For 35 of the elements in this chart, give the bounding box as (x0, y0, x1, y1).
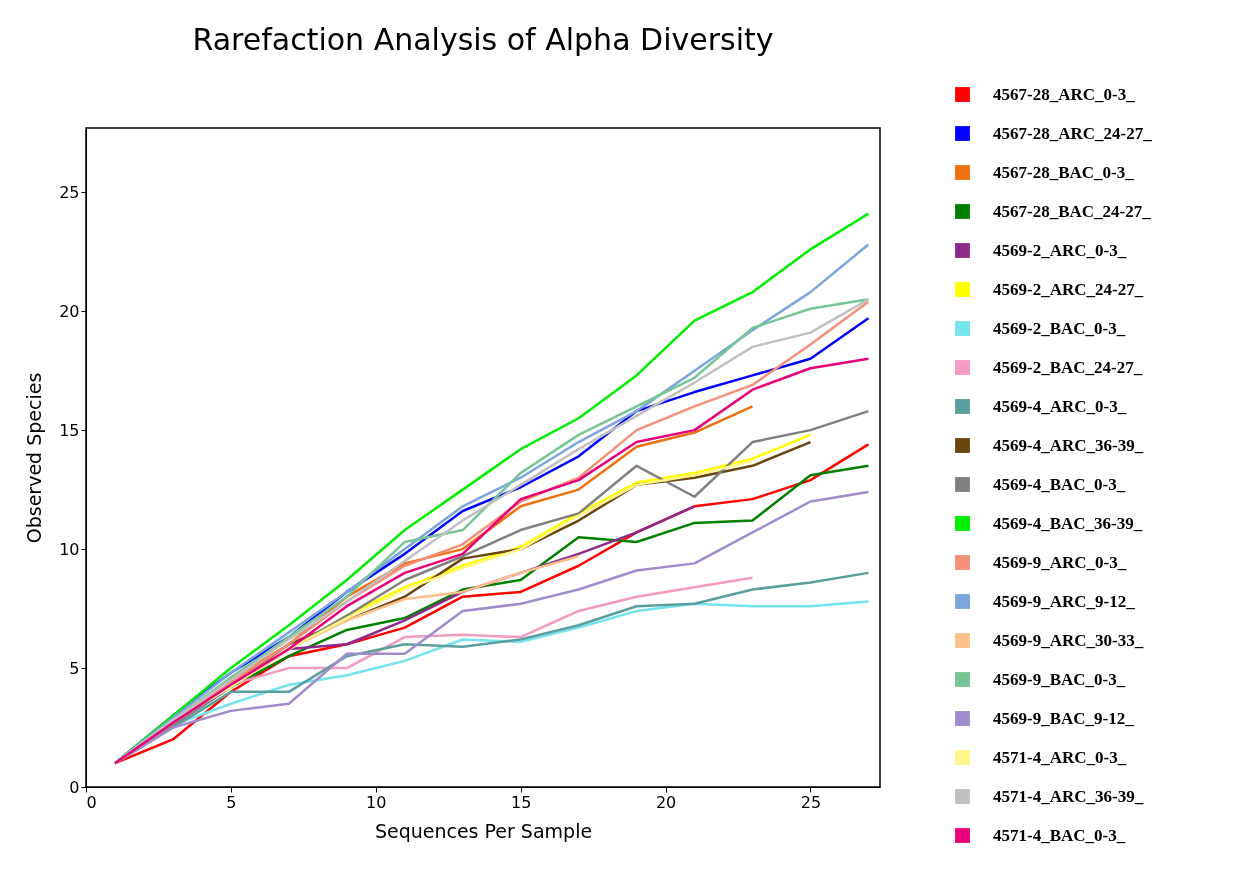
legend-label: 4569-2_ARC_0-3_ (993, 240, 1127, 260)
x-tick-label: 0 (86, 792, 97, 812)
x-tick-label: 5 (226, 792, 237, 812)
legend-label: 4569-4_ARC_36-39_ (993, 435, 1144, 455)
x-axis-title: Sequences Per Sample (374, 819, 593, 842)
legend-label: 4569-9_ARC_30-33_ (993, 630, 1144, 650)
legend-label: 4569-2_BAC_0-3_ (993, 318, 1126, 338)
y-tick-label: 10 (59, 539, 80, 559)
legend-label: 4569-2_BAC_24-27_ (993, 357, 1143, 377)
legend-label: 4569-4_BAC_0-3_ (993, 474, 1126, 494)
legend-label: 4569-4_BAC_36-39_ (993, 513, 1143, 533)
legend-label: 4569-9_BAC_0-3_ (993, 669, 1126, 689)
legend-label: 4569-2_ARC_24-27_ (993, 279, 1144, 299)
legend-label: 4569-9_ARC_0-3_ (993, 552, 1127, 572)
y-tick-label: 25 (59, 182, 80, 202)
x-tick-label: 25 (800, 792, 822, 812)
legend-label: 4571-4_BAC_0-3_ (993, 825, 1126, 845)
y-tick-label: 20 (59, 301, 80, 321)
legend-label: 4567-28_ARC_24-27_ (993, 123, 1153, 143)
legend-label: 4567-28_BAC_0-3_ (993, 162, 1135, 182)
y-axis-title: Observed Species (23, 372, 46, 544)
y-tick-label: 15 (59, 420, 80, 440)
legend-label: 4569-4_ARC_0-3_ (993, 396, 1127, 416)
legend-label: 4569-9_ARC_9-12_ (993, 591, 1136, 611)
chart-title: Rarefaction Analysis of Alpha Diversity (192, 22, 774, 57)
legend-label: 4569-9_BAC_9-12_ (993, 708, 1135, 728)
legend-label: 4571-4_ARC_36-39_ (993, 786, 1144, 806)
x-tick-label: 15 (510, 792, 532, 812)
y-tick-label: 0 (69, 777, 80, 797)
x-tick-label: 10 (366, 792, 387, 812)
legend-label: 4567-28_ARC_0-3_ (993, 84, 1136, 104)
legend-label: 4571-4_ARC_0-3_ (993, 747, 1127, 767)
x-tick-label: 20 (655, 792, 677, 812)
y-tick-label: 5 (69, 658, 80, 678)
legend-label: 4567-28_BAC_24-27_ (993, 201, 1152, 221)
